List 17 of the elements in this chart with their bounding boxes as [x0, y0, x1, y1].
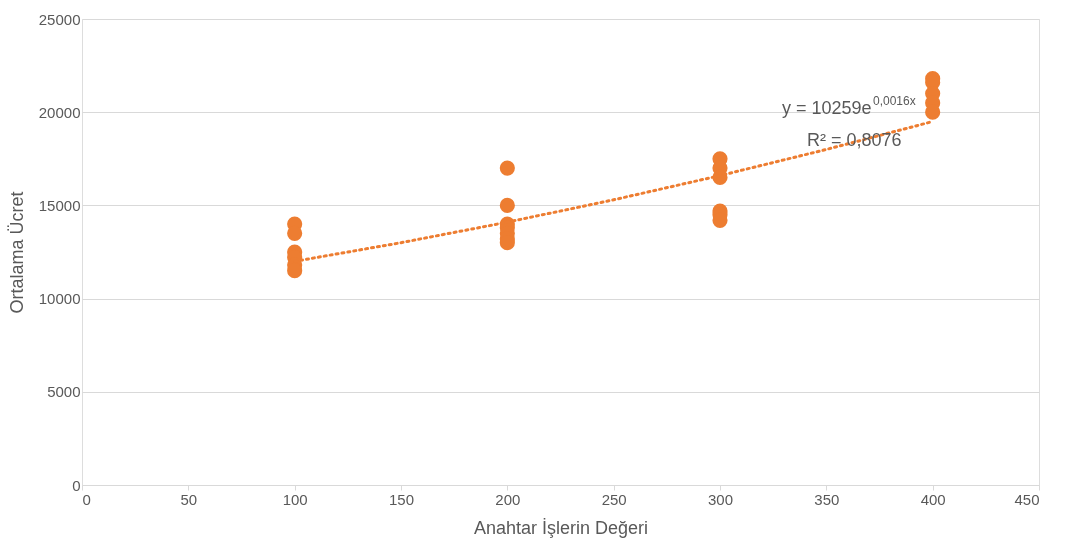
- y-axis-title: Ortalama Ücret: [6, 191, 27, 314]
- x-tick-label: 400: [920, 490, 946, 508]
- x-tick-label: 300: [707, 490, 734, 508]
- x-tick-label: 100: [282, 490, 308, 508]
- x-tick-label: 450: [1014, 490, 1040, 508]
- x-tick-label: 200: [495, 490, 521, 508]
- y-tick-label: 20000: [38, 103, 81, 121]
- y-tick-label: 0: [72, 476, 81, 494]
- y-tick-label: 15000: [38, 196, 81, 214]
- y-tick-label: 5000: [47, 383, 81, 401]
- x-tick-label: 250: [601, 490, 627, 508]
- x-tick-label: 150: [388, 490, 415, 508]
- y-tick-label: 25000: [38, 10, 81, 28]
- x-tick-label: 350: [814, 490, 840, 508]
- y-tick-label: 10000: [38, 290, 81, 308]
- x-axis-title: Anahtar İşlerin Değeri: [473, 517, 649, 538]
- x-tick-label: 50: [180, 490, 198, 508]
